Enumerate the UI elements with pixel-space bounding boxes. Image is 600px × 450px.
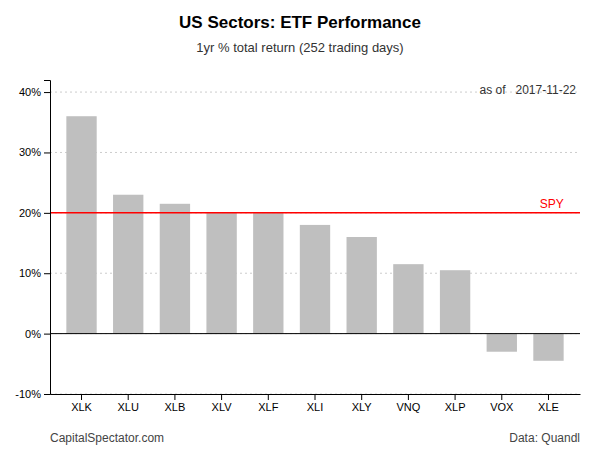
bar	[300, 225, 330, 334]
x-tick: XLB	[165, 394, 186, 413]
annotation: as of 2017-11-22	[479, 83, 576, 97]
bar	[440, 270, 470, 333]
x-tick-label: VNQ	[396, 401, 420, 413]
y-axis-line	[44, 81, 51, 395]
x-tick-mark	[408, 394, 409, 400]
x-tick-mark	[221, 394, 222, 400]
zero-line	[50, 333, 580, 334]
x-tick: XLY	[352, 394, 373, 413]
x-tick-label: XLE	[538, 401, 559, 413]
x-axis: XLK XLU XLB XLV XLF XLI XLY VNQ XLP VOX XLE	[51, 394, 581, 413]
y-tick: 10%	[19, 267, 50, 279]
reference-label: SPY	[540, 197, 564, 211]
title: US Sectors: ETF Performance	[179, 13, 421, 32]
x-tick-label: XLF	[258, 401, 278, 413]
grid-line	[50, 212, 580, 213]
x-tick: XLF	[258, 394, 278, 413]
y-tick-label: 30%	[19, 146, 41, 158]
x-tick: VOX	[490, 394, 514, 413]
x-tick-mark	[81, 394, 82, 400]
x-tick-label: XLK	[71, 401, 92, 413]
bar	[253, 213, 283, 334]
x-tick: XLE	[538, 394, 559, 413]
x-tick-label: XLI	[307, 401, 324, 413]
x-tick-mark	[548, 394, 549, 400]
y-tick: 40%	[19, 86, 50, 98]
bar	[393, 264, 423, 333]
x-tick-mark	[174, 394, 175, 400]
x-tick: XLP	[445, 394, 466, 413]
y-tick-label: 10%	[19, 267, 41, 279]
chart-svg: SPY XLK XLU XLB XLV XLF XLI XLY VNQ XLP VOX XLE -10%…	[0, 0, 600, 450]
x-tick: VNQ	[396, 394, 420, 413]
x-tick: XLI	[307, 394, 324, 413]
bar	[347, 237, 377, 334]
chart-container: SPY XLK XLU XLB XLV XLF XLI XLY VNQ XLP VOX XLE -10%…	[0, 0, 600, 450]
y-tick-mark	[44, 394, 50, 395]
bar	[66, 116, 96, 333]
bar	[533, 334, 563, 361]
bar	[160, 204, 190, 334]
x-tick-mark	[455, 394, 456, 400]
grid	[50, 92, 580, 394]
y-tick-label: 40%	[19, 86, 41, 98]
y-tick: -10%	[15, 388, 50, 400]
y-axis: -10% 0% 10% 20% 30% 40%	[15, 81, 50, 401]
x-tick-mark	[315, 394, 316, 400]
x-tick-label: XLV	[212, 401, 233, 413]
x-tick-label: XLB	[165, 401, 186, 413]
x-tick-label: XLP	[445, 401, 466, 413]
x-tick-mark	[128, 394, 129, 400]
y-tick-label: -10%	[15, 388, 41, 400]
y-tick-mark	[44, 273, 50, 274]
grid-line	[50, 333, 580, 334]
footer: Data: Quandl	[509, 431, 580, 445]
y-tick-mark	[44, 334, 50, 335]
x-tick: XLV	[212, 394, 233, 413]
x-tick-mark	[501, 394, 502, 400]
y-tick: 30%	[19, 146, 50, 158]
grid-line	[50, 152, 580, 153]
x-tick-mark	[268, 394, 269, 400]
y-tick-label: 20%	[19, 207, 41, 219]
x-tick-mark	[361, 394, 362, 400]
x-tick-label: VOX	[490, 401, 514, 413]
y-tick-mark	[44, 92, 50, 93]
x-tick: XLK	[71, 394, 92, 413]
bar	[206, 213, 236, 334]
x-tick-label: XLU	[118, 401, 139, 413]
y-tick-label: 0%	[25, 328, 41, 340]
x-tick-label: XLY	[352, 401, 373, 413]
y-tick-mark	[44, 152, 50, 153]
y-tick-mark	[44, 213, 50, 214]
footer: CapitalSpectator.com	[50, 431, 164, 445]
bar	[487, 334, 517, 352]
plot-area	[50, 116, 580, 361]
reference-line	[50, 212, 580, 214]
subtitle: 1yr % total return (252 trading days)	[196, 40, 403, 55]
y-tick: 20%	[19, 207, 50, 219]
bar	[113, 195, 143, 334]
y-tick: 0%	[25, 328, 50, 340]
x-tick: XLU	[118, 394, 139, 413]
